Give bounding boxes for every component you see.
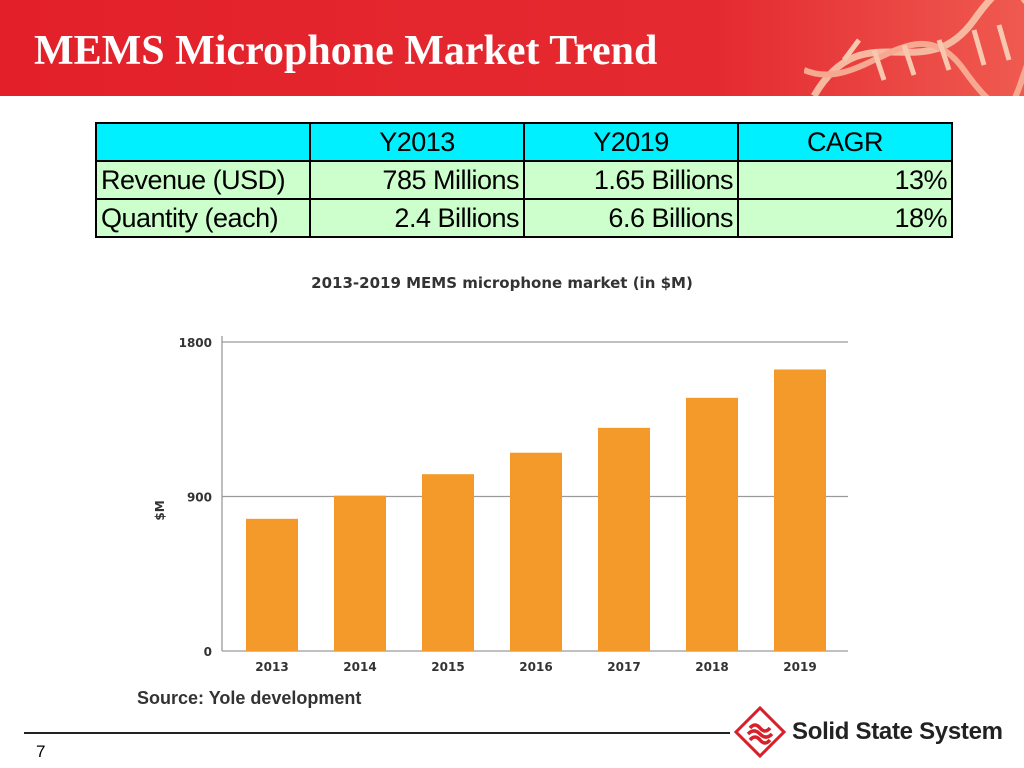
company-logo: Solid State System [734,704,1003,760]
bar-2019 [774,369,826,651]
table-cell: 13% [737,160,953,200]
market-stats-table: Y2013 Y2019 CAGR Revenue (USD) 785 Milli… [95,122,953,238]
logo-text: Solid State System [792,718,1003,745]
x-tick-label: 2017 [607,660,640,674]
market-bar-chart: 2013-2019 MEMS microphone market (in $M)… [153,274,848,674]
chart-title: 2013-2019 MEMS microphone market (in $M) [311,274,693,292]
dna-helix-decoration [804,0,1024,96]
page-title: MEMS Microphone Market Trend [34,28,658,74]
header-banner: MEMS Microphone Market Trend [0,0,1024,96]
table-cell: 785 Millions [309,160,525,200]
x-tick-label: 2015 [431,660,464,674]
table-row: Revenue (USD) 785 Millions 1.65 Billions… [95,160,953,200]
table-header-row: Y2013 Y2019 CAGR [95,122,953,162]
sss-logo-icon [734,706,786,758]
table-row-label: Quantity (each) [95,198,311,238]
x-tick-label: 2018 [695,660,728,674]
bar-2016 [510,452,562,651]
footer-divider [24,732,730,734]
x-tick-label: 2019 [783,660,816,674]
bar-2014 [334,495,386,651]
table-header-cell: Y2013 [309,122,525,162]
table-cell: 18% [737,198,953,238]
table-header-cell [95,122,311,162]
table-header-cell: CAGR [737,122,953,162]
table-row-label: Revenue (USD) [95,160,311,200]
x-tick-label: 2016 [519,660,552,674]
y-axis-label: $M [153,500,167,520]
table-cell: 1.65 Billions [523,160,739,200]
table-cell: 6.6 Billions [523,198,739,238]
y-tick-label: 0 [204,645,212,659]
x-tick-label: 2013 [255,660,288,674]
bar-2017 [598,427,650,651]
table-row: Quantity (each) 2.4 Billions 6.6 Billion… [95,198,953,238]
bar-2018 [686,397,738,651]
bar-2013 [246,518,298,651]
source-note: Source: Yole development [137,688,362,708]
bar-2015 [422,474,474,651]
y-tick-label: 900 [187,491,212,505]
table-cell: 2.4 Billions [309,198,525,238]
table-header-cell: Y2019 [523,122,739,162]
y-tick-label: 1800 [179,336,212,350]
page-number: 7 [36,742,46,761]
x-tick-label: 2014 [343,660,376,674]
